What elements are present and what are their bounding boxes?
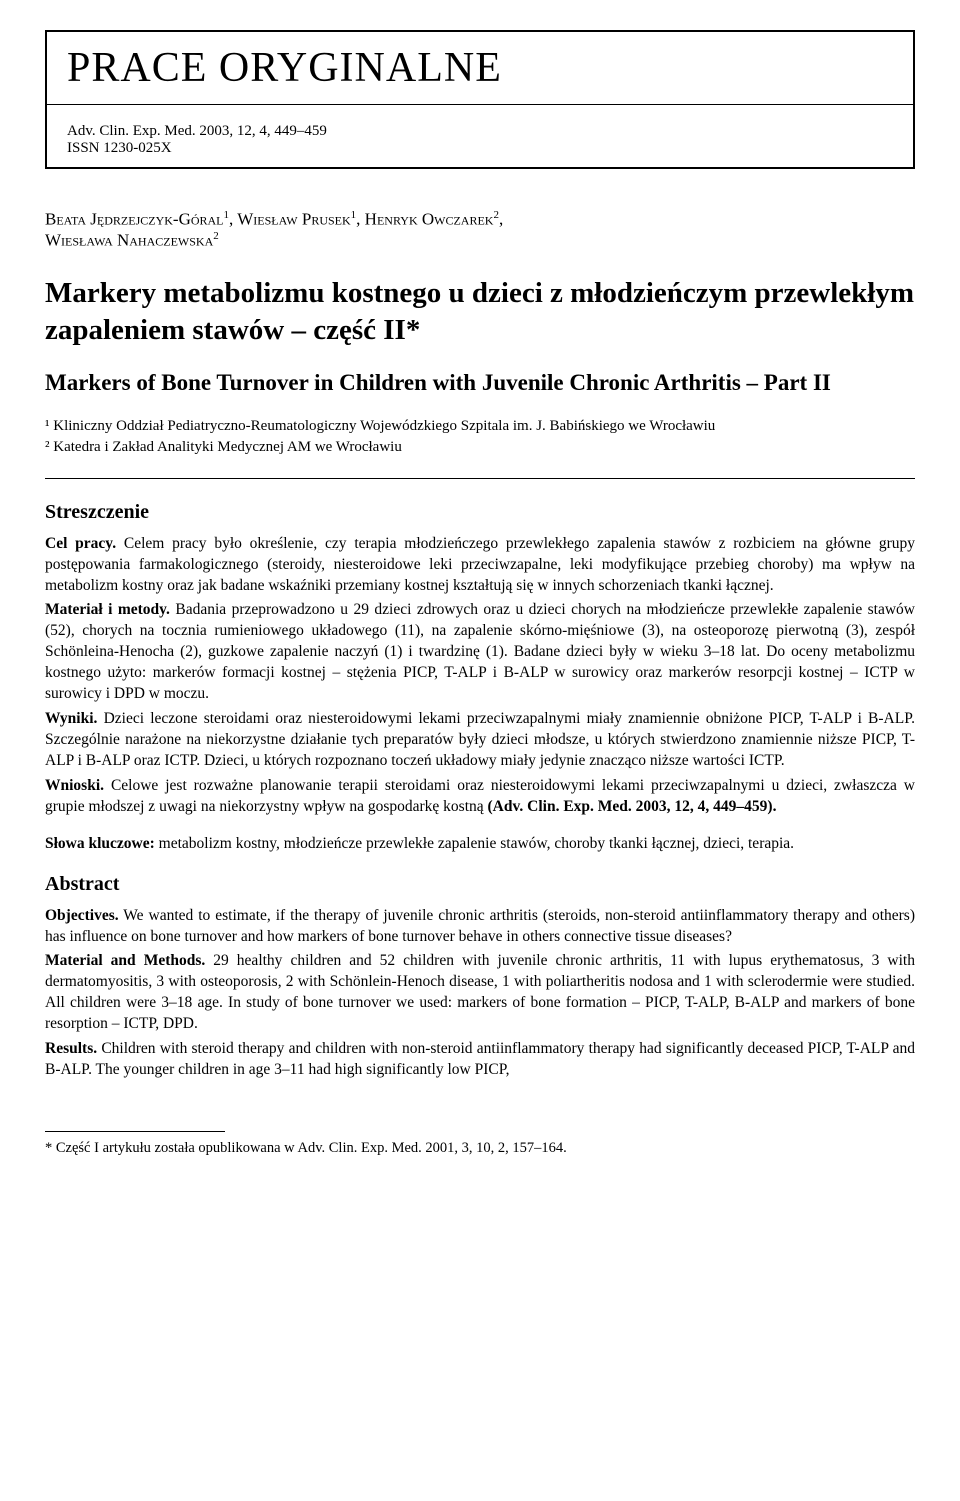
- affiliations: ¹ Kliniczny Oddział Pediatryczno-Reumato…: [45, 416, 915, 458]
- keywords-pl-label: Słowa kluczowe:: [45, 835, 155, 852]
- res-text: Children with steroid therapy and childr…: [45, 1040, 915, 1078]
- mat-label: Materiał i metody.: [45, 601, 170, 618]
- section-title: PRACE ORYGINALNE: [67, 44, 893, 92]
- authors: Beata Jędrzejczyk-Góral1, Wiesław Prusek…: [45, 209, 915, 250]
- results: Results. Children with steroid therapy a…: [45, 1039, 915, 1081]
- wnioski: Wnioski. Celowe jest rozważne planowanie…: [45, 776, 915, 818]
- wyniki: Wyniki. Dzieci leczone steroidami oraz n…: [45, 709, 915, 772]
- abstract-heading: Abstract: [45, 873, 915, 896]
- footnote-rule: [45, 1131, 225, 1132]
- material-metody: Materiał i metody. Badania przeprowadzon…: [45, 600, 915, 705]
- obj-text: We wanted to estimate, if the therapy of…: [45, 907, 915, 945]
- page: PRACE ORYGINALNE Adv. Clin. Exp. Med. 20…: [0, 0, 960, 1187]
- cel-text: Celem pracy było określenie, czy terapia…: [45, 535, 915, 594]
- author-4-aff: 2: [213, 230, 219, 242]
- journal-line: Adv. Clin. Exp. Med. 2003, 12, 4, 449–45…: [67, 123, 893, 140]
- cel-pracy: Cel pracy. Celem pracy było określenie, …: [45, 534, 915, 597]
- material-methods: Material and Methods. 29 healthy childre…: [45, 951, 915, 1035]
- header-box: PRACE ORYGINALNE Adv. Clin. Exp. Med. 20…: [45, 30, 915, 169]
- wni-label: Wnioski.: [45, 777, 104, 794]
- matmet-label: Material and Methods.: [45, 952, 205, 969]
- keywords-pl-text: metabolizm kostny, młodzieńcze przewlekł…: [155, 835, 794, 852]
- author-1: Beata Jędrzejczyk-Góral: [45, 210, 224, 229]
- affiliation-2: ² Katedra i Zakład Analityki Medycznej A…: [45, 437, 915, 458]
- header-meta: Adv. Clin. Exp. Med. 2003, 12, 4, 449–45…: [47, 105, 913, 167]
- affiliation-1: ¹ Kliniczny Oddział Pediatryczno-Reumato…: [45, 416, 915, 437]
- objectives: Objectives. We wanted to estimate, if th…: [45, 906, 915, 948]
- obj-label: Objectives.: [45, 907, 119, 924]
- author-2-aff: 1: [351, 209, 357, 221]
- author-3-aff: 2: [493, 209, 499, 221]
- title-polish: Markery metabolizmu kostnego u dzieci z …: [45, 275, 915, 348]
- affiliations-rule: [45, 478, 915, 479]
- author-2: Wiesław Prusek: [237, 210, 350, 229]
- wyn-text: Dzieci leczone steroidami oraz niesteroi…: [45, 710, 915, 769]
- footnote: * Część I artykułu została opublikowana …: [45, 1140, 915, 1157]
- header-inner: PRACE ORYGINALNE: [47, 32, 913, 104]
- mat-text: Badania przeprowadzono u 29 dzieci zdrow…: [45, 601, 915, 702]
- slowa-kluczowe: Słowa kluczowe: metabolizm kostny, młodz…: [45, 834, 915, 855]
- issn-line: ISSN 1230-025X: [67, 140, 893, 157]
- author-4: Wiesława Nahaczewska: [45, 230, 213, 249]
- res-label: Results.: [45, 1040, 97, 1057]
- author-3: Henryk Owczarek: [365, 210, 494, 229]
- wni-cite: (Adv. Clin. Exp. Med. 2003, 12, 4, 449–4…: [488, 798, 777, 815]
- streszczenie-heading: Streszczenie: [45, 501, 915, 524]
- wni-text: Celowe jest rozważne planowanie terapii …: [45, 777, 915, 815]
- author-1-aff: 1: [224, 209, 230, 221]
- wyn-label: Wyniki.: [45, 710, 97, 727]
- cel-label: Cel pracy.: [45, 535, 116, 552]
- title-english: Markers of Bone Turnover in Children wit…: [45, 368, 915, 398]
